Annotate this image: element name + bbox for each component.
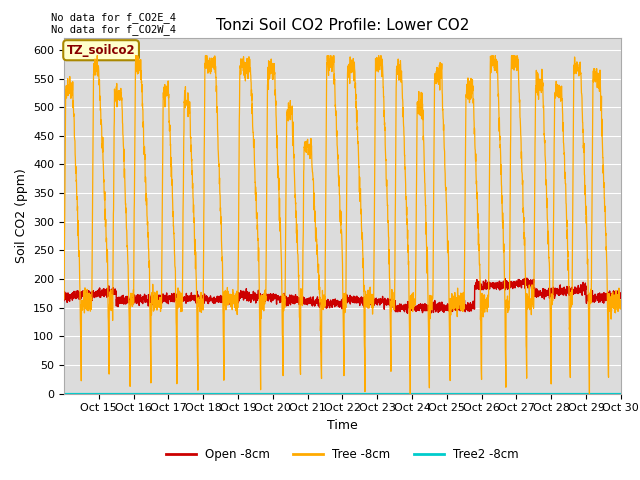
Legend: Open -8cm, Tree -8cm, Tree2 -8cm: Open -8cm, Tree -8cm, Tree2 -8cm bbox=[161, 444, 524, 466]
Text: TZ_soilco2: TZ_soilco2 bbox=[67, 44, 136, 57]
Title: Tonzi Soil CO2 Profile: Lower CO2: Tonzi Soil CO2 Profile: Lower CO2 bbox=[216, 18, 469, 33]
Y-axis label: Soil CO2 (ppm): Soil CO2 (ppm) bbox=[15, 168, 28, 264]
X-axis label: Time: Time bbox=[327, 419, 358, 432]
Text: No data for f_CO2E_4
No data for f_CO2W_4: No data for f_CO2E_4 No data for f_CO2W_… bbox=[51, 12, 176, 36]
